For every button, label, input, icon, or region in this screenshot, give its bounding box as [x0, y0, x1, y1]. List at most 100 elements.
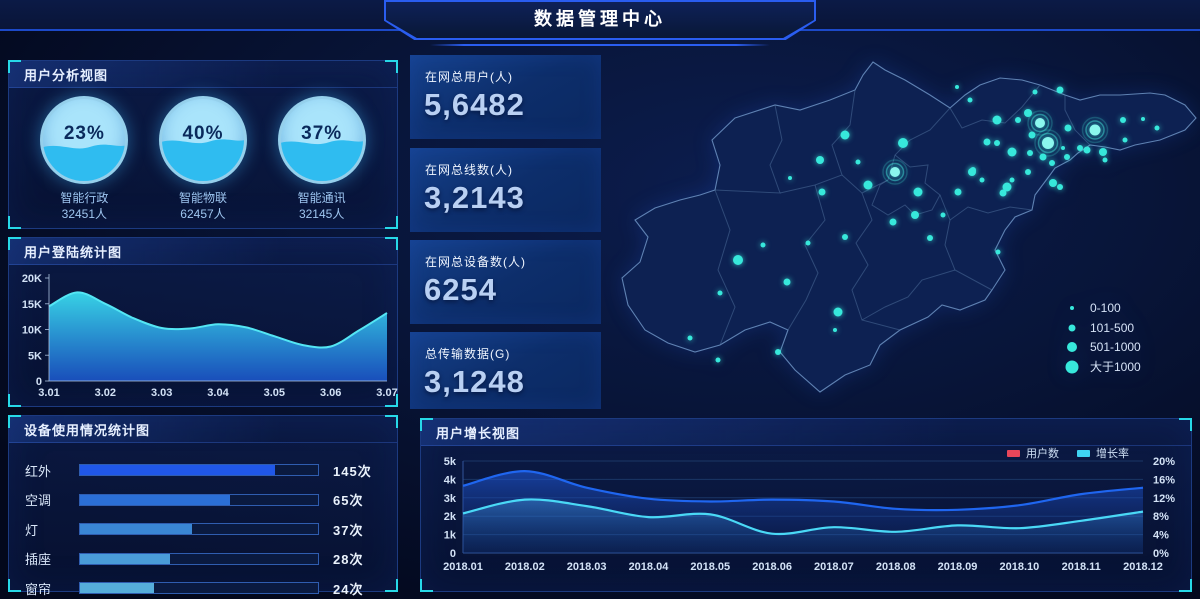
map-dot	[775, 349, 781, 355]
bar-value: 65次	[333, 493, 364, 508]
panel-header: 设备使用情况统计图	[9, 416, 397, 443]
map-dot-halo	[1034, 129, 1062, 157]
stat-card-label: 在网总线数(人)	[425, 163, 513, 177]
map-dot	[890, 167, 900, 177]
corner-bracket	[1179, 579, 1192, 592]
login-area-chart: 0 5K 10K 15K 20K 3.01 3.02 3.03 3.04 3.05 3.06 3.07	[22, 273, 398, 399]
legend-item[interactable]: 增长率	[1077, 445, 1129, 461]
x-axis-label: 2018.11	[1062, 561, 1101, 573]
map-dot	[1141, 117, 1145, 121]
gauge-count: 32145人	[298, 207, 345, 221]
panel-header: 用户登陆统计图	[9, 238, 397, 265]
growth-line-chart: 0 1k 2k 3k 4k 5k 0% 4% 8% 12% 16% 20% 2018.01 2018.02…	[443, 456, 1175, 573]
left-y-axis-label: 5k	[444, 456, 457, 468]
province-map: 0-100 101-500 501-1000 大于1000	[621, 61, 1197, 393]
panel-title: 设备使用情况统计图	[24, 422, 151, 438]
panel-header: 用户分析视图	[9, 61, 397, 88]
legend-swatch	[1007, 449, 1020, 457]
map-dot	[999, 189, 1007, 197]
corner-bracket	[385, 60, 398, 73]
corner-bracket	[385, 394, 398, 407]
bar-fill	[80, 524, 192, 534]
bar-fill	[80, 553, 171, 564]
stat-card: 总传输数据(G) 3,1248	[410, 332, 601, 409]
right-y-axis-label: 16%	[1153, 474, 1175, 486]
map-legend-dot	[1070, 306, 1074, 310]
right-y-axis-label: 20%	[1153, 456, 1175, 468]
map-dot	[1025, 169, 1031, 175]
map-dot	[1056, 86, 1064, 94]
bar-row: 灯 37次	[25, 517, 383, 541]
map-dot	[842, 234, 848, 240]
x-axis-label: 2018.09	[938, 561, 978, 573]
bar-value: 37次	[333, 522, 364, 538]
corner-bracket	[385, 415, 398, 428]
map-dot	[1057, 184, 1063, 190]
panel-header: 用户增长视图	[421, 419, 1191, 446]
panel-title: 用户分析视图	[24, 67, 109, 83]
panel-title: 用户增长视图	[436, 425, 521, 441]
gauge-percent: 40%	[182, 123, 224, 144]
corner-bracket	[385, 216, 398, 229]
stat-card-column: 在网总用户(人) 5,6482 在网总线数(人) 3,2143 在网总设备数(人) 625…	[410, 55, 601, 410]
bar-label: 灯	[25, 522, 39, 538]
map-dot	[889, 218, 897, 226]
map-dot	[1049, 160, 1055, 166]
x-axis-label: 2018.04	[629, 561, 670, 573]
right-y-axis-label: 8%	[1153, 511, 1169, 523]
map-dot	[1120, 117, 1126, 123]
x-axis-label: 2018.03	[567, 561, 607, 573]
map-dot	[1049, 179, 1057, 187]
stat-card-label: 在网总设备数(人)	[425, 255, 526, 269]
x-axis-label: 2018.05	[690, 561, 730, 573]
map-dot-layer	[687, 85, 1160, 363]
stat-card: 在网总线数(人) 3,2143	[410, 148, 601, 232]
bar-fill	[80, 465, 276, 475]
map-dot	[816, 156, 824, 164]
map-dot-halo	[1081, 116, 1109, 144]
bar-track	[79, 464, 319, 476]
map-legend-label: 501-1000	[1090, 340, 1141, 354]
right-y-axis-label: 12%	[1153, 493, 1175, 505]
map-dot	[1122, 137, 1128, 143]
x-axis-label: 3.07	[376, 387, 397, 399]
map-dot	[1089, 124, 1101, 136]
y-axis-label: 20K	[22, 273, 42, 285]
corner-bracket	[8, 60, 21, 73]
stat-card: 在网总用户(人) 5,6482	[410, 55, 601, 139]
map-dot	[1064, 124, 1072, 132]
map-dot	[733, 255, 743, 265]
x-axis-label: 2018.08	[876, 561, 916, 573]
left-y-axis-label: 4k	[444, 474, 457, 486]
x-axis-label: 2018.10	[999, 561, 1039, 573]
bar-track	[79, 582, 319, 594]
map-dot	[717, 290, 723, 296]
gauge-circle: 23%	[43, 99, 126, 181]
x-axis-label: 3.01	[38, 387, 59, 399]
corner-bracket	[8, 216, 21, 229]
map-legend: 0-100 101-500 501-1000 大于1000	[1065, 301, 1141, 374]
panel-user-analysis: 用户分析视图 23% 智能行政 32451人 40% 智能物联 62457人 37% 智能通讯…	[8, 60, 398, 229]
map-dot	[1099, 148, 1107, 156]
x-axis-label: 3.04	[207, 387, 229, 399]
panel-device-usage: 设备使用情况统计图 红外 145次 空调 65次灯 37次 插座 28次 窗帘 24次	[8, 415, 398, 597]
growth-chart-legend: 用户数 增长率	[1007, 445, 1129, 461]
header-banner-inner: 数据管理中心	[386, 2, 814, 38]
map-dot	[911, 211, 919, 219]
x-axis-label: 2018.06	[752, 561, 792, 573]
legend-swatch	[1077, 449, 1090, 457]
map-dot	[1009, 177, 1015, 183]
map-dot	[840, 130, 850, 140]
bar-track	[79, 493, 319, 506]
map-dot	[788, 176, 792, 180]
map-legend-label: 大于1000	[1090, 360, 1141, 374]
legend-item[interactable]: 用户数	[1007, 445, 1059, 461]
map-dot	[1027, 150, 1033, 156]
map-legend-label: 101-500	[1090, 321, 1134, 335]
map-dot	[1061, 146, 1065, 150]
corner-bracket	[420, 418, 433, 431]
left-y-axis-label: 3k	[444, 493, 457, 505]
map-dot	[1002, 182, 1012, 192]
header-banner: 数据管理中心	[384, 0, 816, 40]
bar-value: 24次	[333, 581, 364, 597]
